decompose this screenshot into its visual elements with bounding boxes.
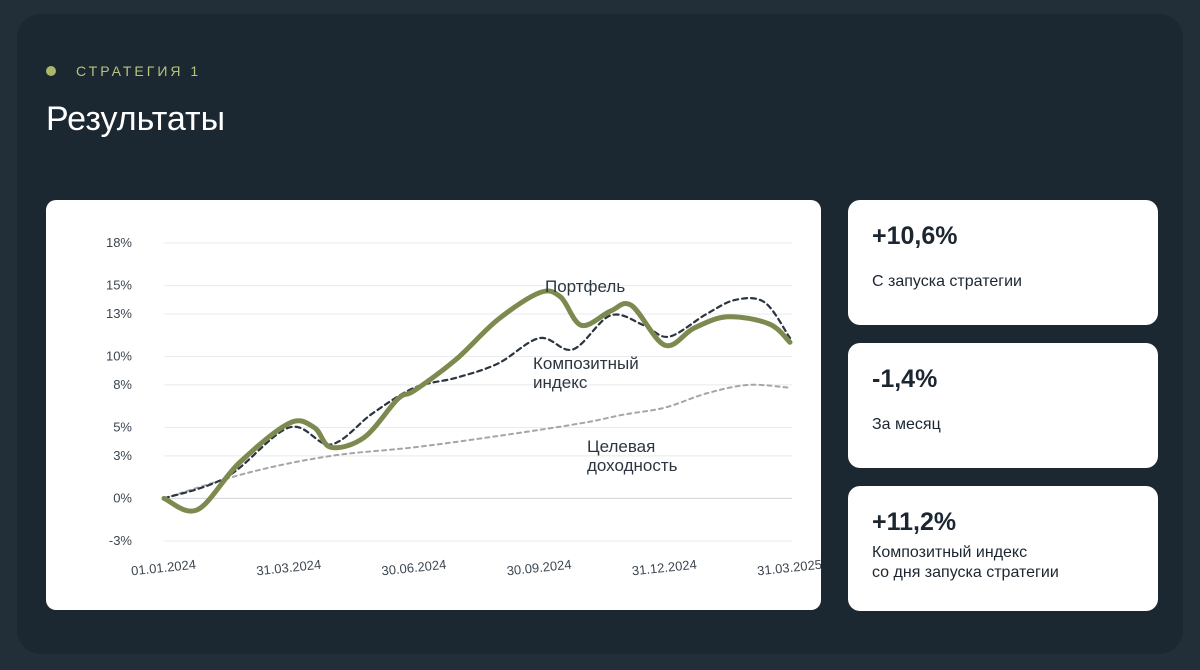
- grid-lines: [164, 242, 792, 542]
- strategy-label: СТРАТЕГИЯ 1: [76, 63, 202, 79]
- y-tick-label: 10%: [106, 349, 132, 364]
- y-tick-label: 18%: [106, 235, 132, 250]
- stat-desc-line: со дня запуска стратегии: [872, 564, 1059, 581]
- label-composite-index: Композитный индекс: [533, 354, 639, 392]
- series-portfolio-line: [161, 288, 793, 514]
- x-tick-label: 31.12.2024: [631, 557, 697, 579]
- x-tick-label: 31.03.2025: [756, 557, 821, 579]
- stat-card-since-launch: +10,6% С запуска стратегии: [848, 200, 1158, 325]
- stat-value-composite: +11,2%: [872, 508, 957, 536]
- y-tick-label: -3%: [109, 533, 133, 548]
- stat-value-since-launch: +10,6%: [872, 222, 958, 250]
- stat-value-month: -1,4%: [872, 365, 938, 393]
- x-tick-label: 30.06.2024: [381, 557, 447, 579]
- stat-desc-line: С запуска стратегии: [872, 273, 1022, 290]
- accent-dot-icon: [46, 66, 56, 76]
- y-tick-label: 0%: [113, 490, 132, 505]
- series-lines: [161, 288, 793, 514]
- series-target-return-line: [163, 383, 791, 500]
- stat-desc-line: За месяц: [872, 416, 941, 433]
- series-label-line: индекс: [533, 373, 588, 392]
- y-tick-label: 5%: [113, 419, 132, 434]
- series-label-line: Портфель: [545, 277, 625, 296]
- chart-card: 18% 15% 13% 10% 8% 5% 3% 0% -3% 01.01.2024 31.03.…: [46, 200, 821, 610]
- x-tick-label: 30.09.2024: [506, 557, 572, 579]
- label-portfolio: Портфель: [545, 277, 625, 296]
- returns-chart: 18% 15% 13% 10% 8% 5% 3% 0% -3% 01.01.2024 31.03.…: [106, 235, 821, 579]
- y-tick-label: 15%: [106, 278, 132, 293]
- series-labels: Портфель Композитный индекс Целевая доходнос…: [533, 277, 678, 475]
- y-tick-label: 13%: [106, 306, 132, 321]
- stat-desc-since-launch: С запуска стратегии: [872, 272, 1022, 292]
- x-axis-ticks: 01.01.2024 31.03.2024 30.06.2024 30.09.2024…: [130, 557, 821, 579]
- y-tick-label: 3%: [113, 448, 132, 463]
- stat-desc-month: За месяц: [872, 415, 941, 435]
- x-tick-label: 31.03.2024: [256, 557, 322, 579]
- series-label-line: Композитный: [533, 354, 639, 373]
- series-label-line: доходность: [587, 456, 678, 475]
- y-tick-label: 8%: [113, 377, 132, 392]
- series-composite-index-line: [162, 296, 792, 500]
- stat-desc-line: Композитный индекс: [872, 544, 1028, 561]
- page-title: Результаты: [46, 100, 226, 138]
- label-target-return: Целевая доходность: [587, 437, 678, 475]
- y-axis-ticks: 18% 15% 13% 10% 8% 5% 3% 0% -3%: [106, 235, 132, 548]
- stat-card-month: -1,4% За месяц: [848, 343, 1158, 468]
- stat-card-composite: +11,2% Композитный индекс со дня запуска…: [848, 486, 1158, 611]
- strategy-eyebrow: СТРАТЕГИЯ 1: [46, 63, 201, 79]
- stat-desc-composite: Композитный индекс со дня запуска страте…: [872, 543, 1059, 583]
- series-label-line: Целевая: [587, 437, 655, 456]
- x-tick-label: 01.01.2024: [130, 557, 196, 579]
